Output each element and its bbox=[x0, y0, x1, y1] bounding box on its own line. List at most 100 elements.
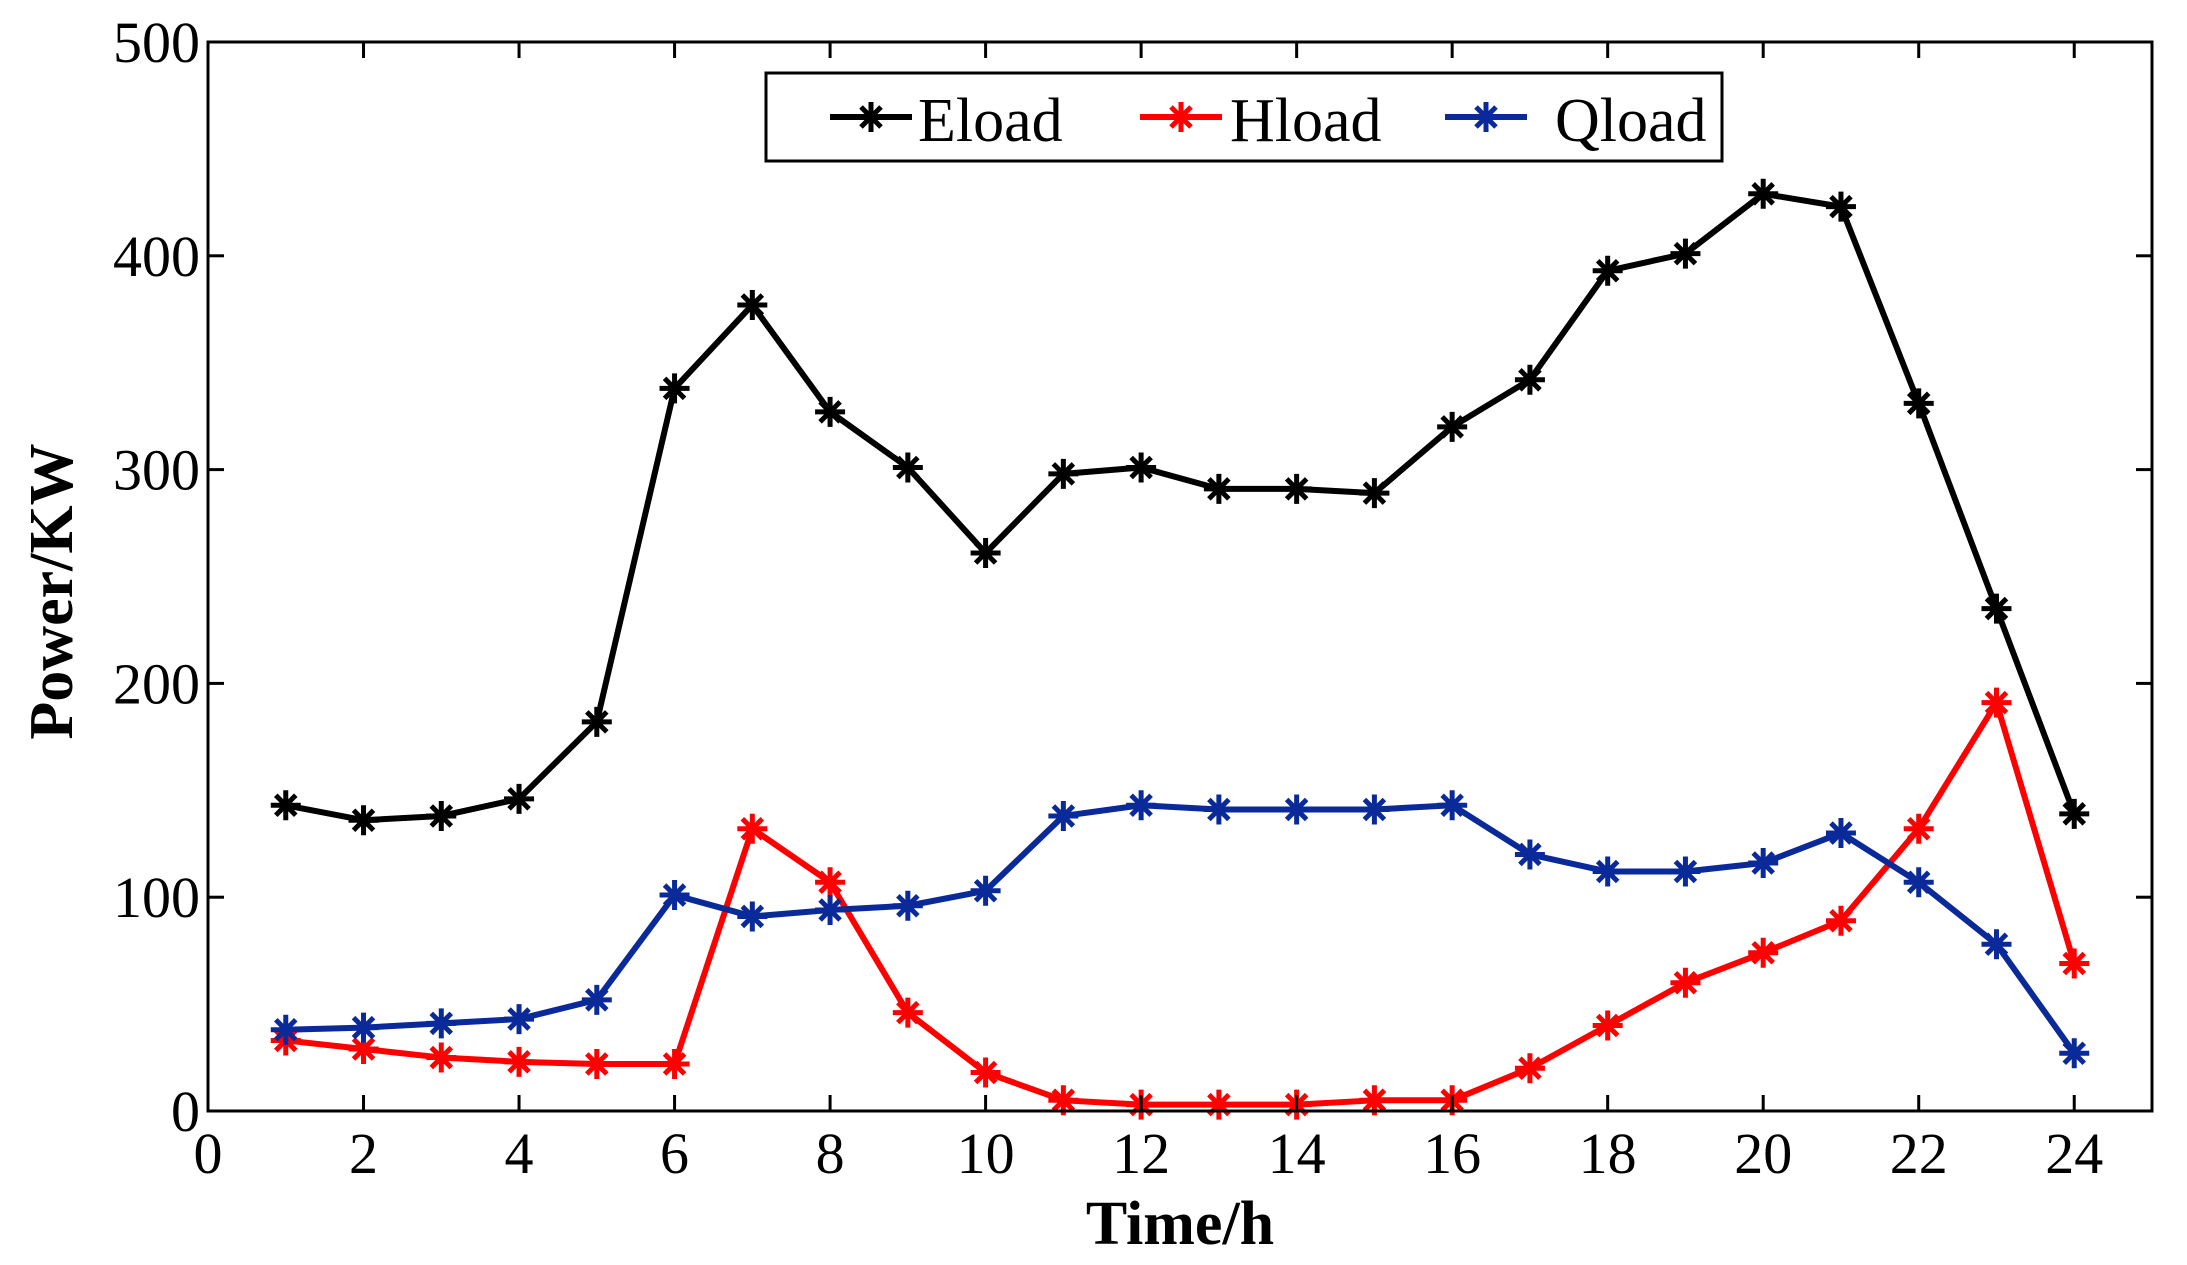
data-point-qload bbox=[348, 1012, 379, 1043]
plot-frame bbox=[206, 40, 2154, 1113]
data-point-eload bbox=[426, 800, 457, 831]
data-point-qload bbox=[1126, 790, 1157, 821]
data-point-hload bbox=[1981, 687, 2012, 718]
data-point-hload bbox=[892, 997, 923, 1028]
data-point-hload bbox=[1748, 937, 1779, 968]
data-point-eload bbox=[1514, 364, 1545, 395]
data-point-hload bbox=[2059, 948, 2090, 979]
x-tick-label: 24 bbox=[2045, 1121, 2103, 1186]
data-point-qload bbox=[1981, 929, 2012, 960]
data-point-qload bbox=[1437, 790, 1468, 821]
data-point-qload bbox=[1203, 794, 1234, 825]
x-tick-label: 8 bbox=[816, 1121, 845, 1186]
data-point-eload bbox=[1126, 452, 1157, 483]
y-tick-label: 100 bbox=[113, 865, 200, 930]
data-point-eload bbox=[892, 452, 923, 483]
data-point-qload bbox=[2059, 1038, 2090, 1069]
legend: Eload Hload Qload bbox=[764, 71, 1724, 163]
data-point-hload bbox=[348, 1034, 379, 1064]
data-point-eload bbox=[1437, 411, 1468, 442]
data-point-eload bbox=[581, 706, 612, 737]
data-point-hload bbox=[659, 1048, 690, 1079]
data-point-eload bbox=[504, 783, 535, 814]
data-point-qload bbox=[1281, 794, 1312, 825]
data-point-eload bbox=[2059, 798, 2090, 829]
legend-marker-eload bbox=[856, 102, 886, 132]
legend-entry-qload: Qload bbox=[1445, 87, 1707, 155]
x-tick-label: 4 bbox=[505, 1121, 534, 1186]
data-point-hload bbox=[970, 1057, 1001, 1088]
data-point-hload bbox=[1048, 1085, 1079, 1116]
data-point-qload bbox=[1670, 856, 1701, 887]
data-point-qload bbox=[581, 984, 612, 1015]
x-tick-label: 20 bbox=[1734, 1121, 1792, 1186]
data-point-eload bbox=[659, 373, 690, 404]
series-markers bbox=[270, 178, 2090, 1120]
legend-marker-qload bbox=[1471, 102, 1501, 132]
data-point-hload bbox=[1670, 967, 1701, 998]
data-point-hload bbox=[1514, 1053, 1545, 1084]
data-point-eload bbox=[1203, 473, 1234, 504]
data-point-qload bbox=[1748, 847, 1779, 878]
data-point-eload bbox=[737, 289, 768, 320]
data-point-hload bbox=[504, 1046, 535, 1077]
data-point-eload bbox=[1981, 593, 2012, 624]
data-point-hload bbox=[1359, 1085, 1390, 1116]
y-tick-label: 500 bbox=[113, 10, 200, 75]
x-tick-label: 16 bbox=[1423, 1121, 1481, 1186]
x-tick-label: 14 bbox=[1268, 1121, 1326, 1186]
legend-label-eload: Eload bbox=[918, 87, 1063, 155]
data-point-qload bbox=[970, 875, 1001, 906]
data-point-qload bbox=[1359, 794, 1390, 825]
legend-label-hload: Hload bbox=[1230, 87, 1382, 155]
x-tick-label: 2 bbox=[349, 1121, 378, 1186]
series-line-qload bbox=[285, 802, 2077, 1056]
data-point-qload bbox=[1825, 818, 1856, 849]
data-point-eload bbox=[1048, 458, 1079, 489]
y-tick-label: 0 bbox=[171, 1079, 200, 1144]
x-tick-label: 12 bbox=[1112, 1121, 1170, 1186]
data-point-eload bbox=[1359, 478, 1390, 509]
legend-entry-eload: Eload bbox=[830, 87, 1063, 155]
data-point-eload bbox=[1281, 473, 1312, 504]
data-point-hload bbox=[1592, 1010, 1623, 1041]
data-point-hload bbox=[815, 867, 846, 898]
y-tick-label: 400 bbox=[113, 224, 200, 289]
x-tick-label: 10 bbox=[957, 1121, 1015, 1186]
data-point-qload bbox=[1903, 867, 1934, 898]
data-point-eload bbox=[1748, 178, 1779, 209]
data-point-hload bbox=[737, 813, 768, 844]
data-point-qload bbox=[892, 890, 923, 921]
y-tick-label: 300 bbox=[113, 438, 200, 503]
data-point-qload bbox=[1514, 839, 1545, 870]
x-tick-label: 0 bbox=[194, 1121, 223, 1186]
data-point-eload bbox=[1670, 238, 1701, 269]
legend-label-qload: Qload bbox=[1555, 87, 1707, 155]
data-point-eload bbox=[1592, 255, 1623, 286]
data-point-qload bbox=[659, 880, 690, 911]
x-tick-label: 6 bbox=[660, 1121, 689, 1186]
data-point-qload bbox=[1592, 856, 1623, 887]
x-axis-title: Time/h bbox=[1086, 1190, 1274, 1258]
x-tick-label: 22 bbox=[1890, 1121, 1948, 1186]
data-point-qload bbox=[504, 1004, 535, 1035]
y-tick-label: 200 bbox=[113, 651, 200, 716]
legend-entry-hload: Hload bbox=[1140, 87, 1382, 155]
data-point-qload bbox=[815, 895, 846, 926]
legend-marker-hload bbox=[1166, 102, 1196, 132]
data-point-hload bbox=[1903, 813, 1934, 844]
data-point-eload bbox=[348, 805, 379, 836]
axis-ticks bbox=[206, 40, 2152, 1113]
data-point-qload bbox=[737, 901, 768, 932]
x-tick-label: 18 bbox=[1579, 1121, 1637, 1186]
y-axis-title: Power/KW bbox=[18, 443, 86, 739]
data-point-eload bbox=[1825, 191, 1856, 222]
data-point-eload bbox=[1903, 388, 1934, 419]
data-point-eload bbox=[815, 396, 846, 427]
data-point-hload bbox=[426, 1042, 457, 1073]
data-point-qload bbox=[1048, 800, 1079, 831]
data-point-eload bbox=[270, 790, 301, 821]
